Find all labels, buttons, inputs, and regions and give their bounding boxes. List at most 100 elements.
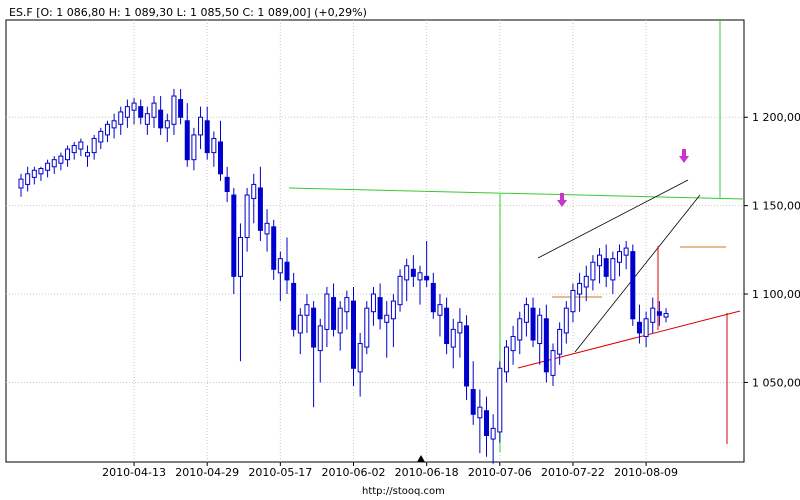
candle-body-up <box>364 307 370 348</box>
candle-body-down <box>311 307 317 348</box>
candle-body-down <box>284 261 290 281</box>
candle-body-down <box>351 300 356 369</box>
candle-body-down <box>484 410 489 436</box>
y-tick-label: 1 150,00 <box>752 200 800 213</box>
price-header: ES.F [O: 1 086,80 H: 1 089,30 L: 1 085,5… <box>9 6 367 19</box>
candle-body-up <box>18 178 24 189</box>
candle-body-up <box>297 314 303 334</box>
candle-body-up <box>417 272 423 281</box>
candle-body-up <box>477 406 483 419</box>
candle-body-up <box>497 367 503 433</box>
x-tick-label: 2010-07-22 <box>541 466 605 479</box>
candle-body-up <box>570 290 576 313</box>
candle-body-down <box>630 251 636 320</box>
candle-body-up <box>264 222 270 235</box>
candle-body-down <box>424 275 430 281</box>
x-tick-label: 2010-06-02 <box>322 466 386 479</box>
candle-body-up <box>244 194 250 238</box>
candle-body-down <box>158 109 164 129</box>
x-axis: 2010-04-13 2010-04-29 2010-05-17 2010-06-02… <box>102 455 678 479</box>
candle-body-up <box>91 137 97 154</box>
down-arrow-icon <box>557 193 567 207</box>
candle-body-down <box>331 297 337 330</box>
candle-body-up <box>111 120 117 129</box>
candle-body-down <box>603 258 609 277</box>
candle-body-up <box>610 258 616 281</box>
candle-body-up <box>490 427 496 440</box>
candle-body-up <box>583 275 589 288</box>
candle-body-down <box>218 141 223 175</box>
candle-body-up <box>357 343 363 373</box>
candle-body-up <box>577 282 583 295</box>
candle-body-down <box>470 389 476 415</box>
candle-body-up <box>151 102 157 118</box>
candle-body-up <box>317 325 323 352</box>
overlay-lines <box>288 20 745 452</box>
candle-body-up <box>617 251 622 263</box>
candle-body-down <box>377 297 383 320</box>
candle-body-up <box>144 113 150 125</box>
candle-body-down <box>178 99 184 118</box>
candle-body-up <box>198 116 204 136</box>
candle-body-up <box>324 293 330 330</box>
candle-body-up <box>623 247 629 256</box>
candle-body-down <box>231 194 237 277</box>
candle-body-up <box>58 155 64 164</box>
candle-body-up <box>517 318 523 341</box>
candle-body-up <box>450 328 456 348</box>
candle-body-up <box>590 261 596 281</box>
candle-body-up <box>563 307 569 334</box>
candle-body-down <box>636 321 642 334</box>
candle-body-up <box>344 297 350 313</box>
candle-body-up <box>597 254 603 267</box>
wedge-upper-line <box>537 179 689 259</box>
candlesticks <box>18 88 669 464</box>
candle-body-up <box>45 162 51 171</box>
candle-body-up <box>38 168 44 175</box>
candle-body-up <box>98 130 104 143</box>
candle-body-up <box>251 183 257 200</box>
candle-body-up <box>390 300 396 320</box>
y-axis: 1 050,00 1 100,00 1 150,00 1 200,00 <box>744 111 800 389</box>
candle-body-down <box>444 307 450 345</box>
y-tick-label: 1 050,00 <box>752 376 800 389</box>
candle-body-up <box>384 314 390 323</box>
candle-body-up <box>124 106 130 118</box>
candle-body-down <box>204 120 210 154</box>
candle-body-up <box>437 304 443 316</box>
y-tick-label: 1 200,00 <box>752 111 800 124</box>
candle-body-up <box>503 346 509 373</box>
candle-body-up <box>85 152 90 157</box>
candle-body-up <box>31 169 37 178</box>
candle-body-down <box>224 176 230 192</box>
candle-body-up <box>237 236 243 277</box>
candle-body-up <box>550 350 556 376</box>
x-tick-label: 2010-05-17 <box>248 466 312 479</box>
x-axis-marker <box>417 455 425 462</box>
wedge-lower-line <box>574 194 701 353</box>
candle-body-up <box>71 145 77 154</box>
candle-body-up <box>537 314 543 345</box>
candle-body-down <box>543 318 549 373</box>
candle-body-down <box>184 120 190 161</box>
candle-body-up <box>397 275 403 306</box>
candle-body-up <box>171 95 177 125</box>
y-tick-label: 1 100,00 <box>752 288 800 301</box>
candle-body-up <box>65 148 71 161</box>
candle-body-down <box>257 187 263 231</box>
x-tick-label: 2010-04-29 <box>175 466 239 479</box>
green-resistance-line <box>288 187 745 200</box>
candle-body-down <box>464 325 470 387</box>
candle-body-down <box>656 311 662 316</box>
x-tick-label: 2010-04-13 <box>102 466 166 479</box>
candle-body-up <box>557 328 563 355</box>
candle-body-down <box>271 226 277 270</box>
candle-body-up <box>650 307 656 323</box>
candle-body-down <box>410 268 416 277</box>
source-link[interactable]: http://stooq.com <box>362 486 445 497</box>
candle-body-up <box>404 265 410 281</box>
candle-body-down <box>530 307 536 341</box>
candle-body-up <box>370 293 376 313</box>
candle-body-up <box>277 258 283 274</box>
